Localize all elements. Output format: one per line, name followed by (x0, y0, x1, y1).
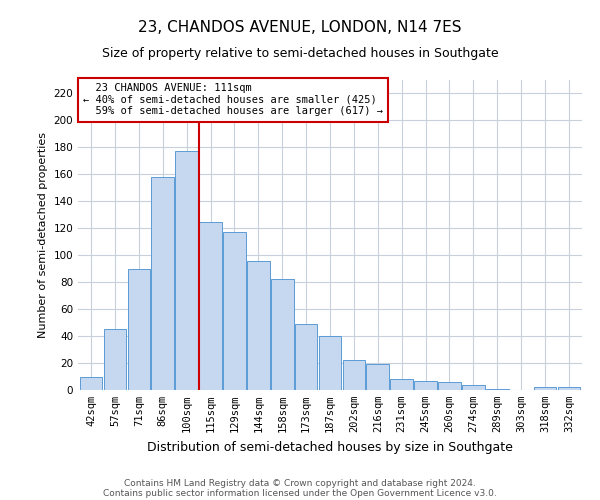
Text: Contains public sector information licensed under the Open Government Licence v3: Contains public sector information licen… (103, 488, 497, 498)
Text: Size of property relative to semi-detached houses in Southgate: Size of property relative to semi-detach… (101, 48, 499, 60)
Bar (175, 152, 198, 390)
Bar (438, 382, 461, 390)
X-axis label: Distribution of semi-detached houses by size in Southgate: Distribution of semi-detached houses by … (147, 440, 513, 454)
Bar (247, 260, 269, 390)
Bar (533, 388, 556, 390)
Bar (199, 222, 222, 390)
Bar (486, 388, 509, 390)
Bar (367, 364, 389, 390)
Y-axis label: Number of semi-detached properties: Number of semi-detached properties (38, 132, 48, 338)
Bar (319, 336, 341, 390)
Bar (223, 232, 246, 390)
Bar (557, 388, 580, 390)
Bar (271, 280, 293, 390)
Bar (343, 360, 365, 390)
Bar (104, 330, 127, 390)
Bar (151, 177, 174, 390)
Bar (295, 324, 317, 390)
Bar (462, 384, 485, 390)
Bar (128, 268, 150, 390)
Text: Contains HM Land Registry data © Crown copyright and database right 2024.: Contains HM Land Registry data © Crown c… (124, 478, 476, 488)
Bar (414, 380, 437, 390)
Text: 23 CHANDOS AVENUE: 111sqm  
← 40% of semi-detached houses are smaller (425)
  59: 23 CHANDOS AVENUE: 111sqm ← 40% of semi-… (83, 83, 383, 116)
Text: 23, CHANDOS AVENUE, LONDON, N14 7ES: 23, CHANDOS AVENUE, LONDON, N14 7ES (138, 20, 462, 35)
Bar (391, 379, 413, 390)
Bar (80, 376, 103, 390)
